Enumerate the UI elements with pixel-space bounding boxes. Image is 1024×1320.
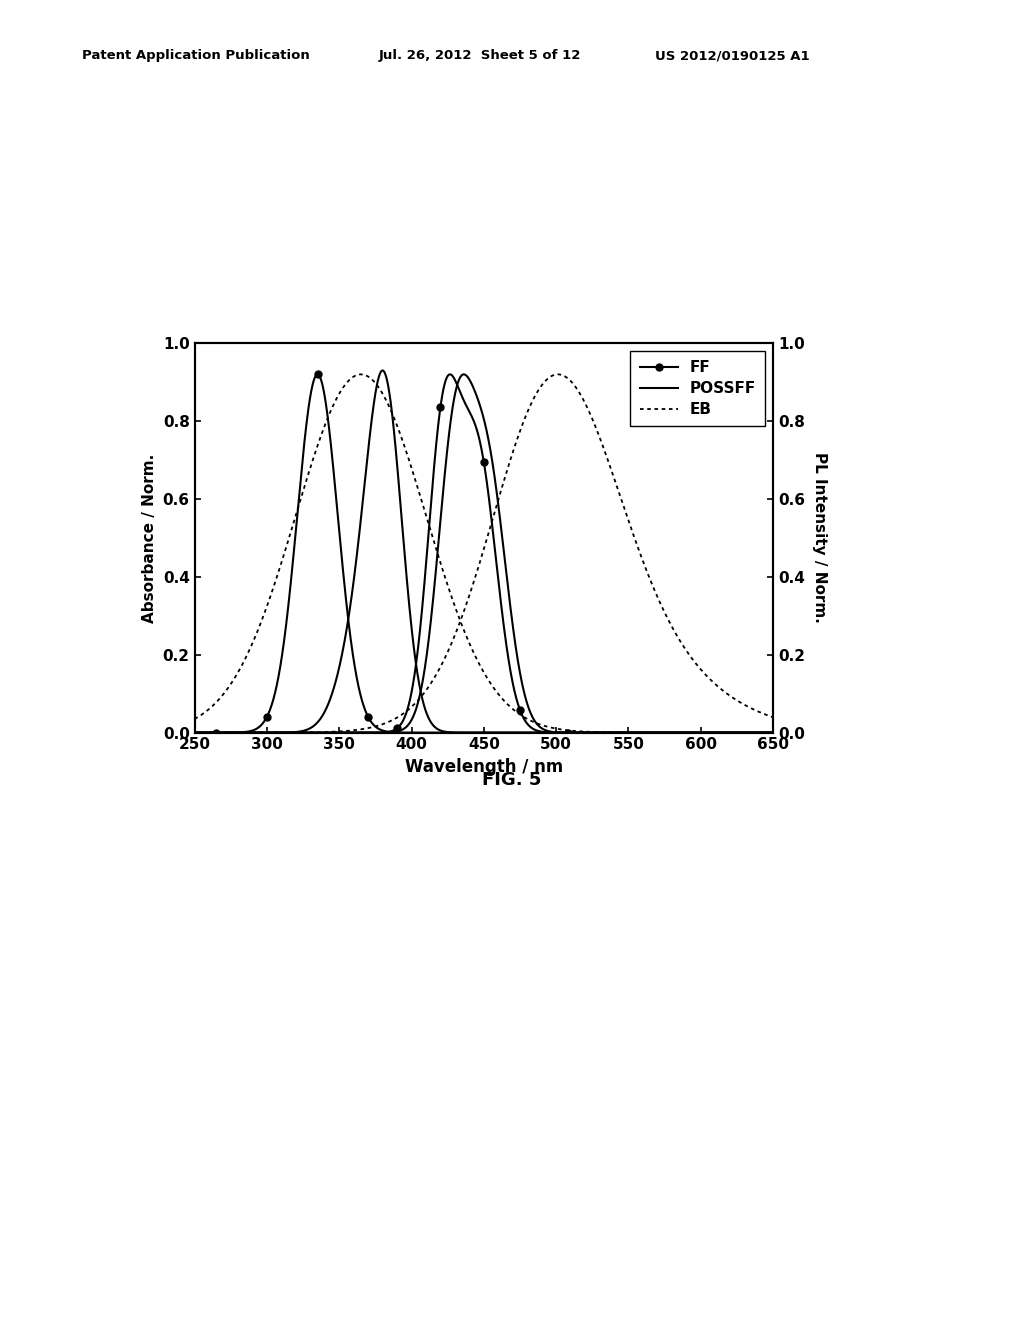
Text: Jul. 26, 2012  Sheet 5 of 12: Jul. 26, 2012 Sheet 5 of 12 [379, 49, 582, 62]
Y-axis label: PL Intensity / Norm.: PL Intensity / Norm. [812, 453, 827, 623]
Text: Patent Application Publication: Patent Application Publication [82, 49, 309, 62]
Text: FIG. 5: FIG. 5 [482, 771, 542, 789]
Legend: FF, POSSFF, EB: FF, POSSFF, EB [631, 351, 766, 426]
Text: US 2012/0190125 A1: US 2012/0190125 A1 [655, 49, 810, 62]
Y-axis label: Absorbance / Norm.: Absorbance / Norm. [142, 453, 157, 623]
X-axis label: Wavelength / nm: Wavelength / nm [404, 758, 563, 776]
